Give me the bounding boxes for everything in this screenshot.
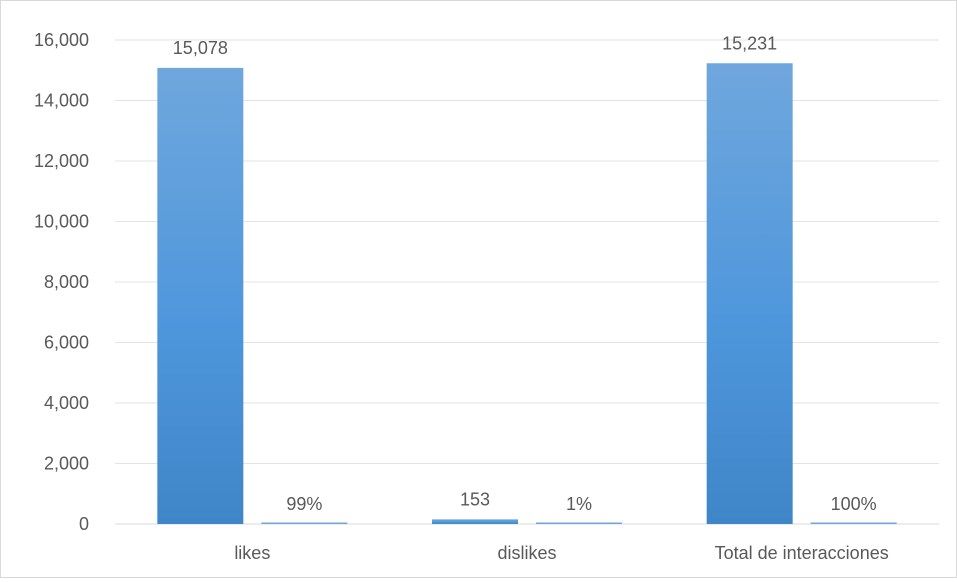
bar (157, 67, 244, 524)
x-tick-label: dislikes (497, 543, 556, 563)
bar (432, 519, 518, 524)
data-label: 1% (566, 494, 592, 514)
y-axis: 0 2,000 4,000 6,000 8,000 10,000 12,000 14,000 1… (34, 30, 89, 534)
bar (706, 63, 793, 525)
data-label: 99% (286, 494, 322, 514)
bar (261, 522, 348, 524)
y-tick-label: 14,000 (34, 91, 89, 111)
y-tick-label: 8,000 (44, 272, 89, 292)
x-tick-label: Total de interacciones (715, 543, 889, 563)
bar (810, 522, 897, 524)
data-label: 15,078 (173, 38, 228, 58)
bar (536, 522, 622, 524)
y-tick-label: 2,000 (44, 454, 89, 474)
data-label: 153 (460, 489, 490, 509)
bars: 15,078 99% 153 1% 15,231 100% (157, 33, 897, 525)
y-tick-label: 16,000 (34, 30, 89, 50)
y-tick-label: 0 (79, 514, 89, 534)
gridlines (115, 39, 939, 525)
y-tick-label: 4,000 (44, 393, 89, 413)
data-label: 15,231 (722, 33, 777, 53)
y-tick-label: 12,000 (34, 151, 89, 171)
y-tick-label: 10,000 (34, 212, 89, 232)
data-label: 100% (831, 494, 877, 514)
x-axis: likes dislikes Total de interacciones (234, 543, 888, 563)
x-tick-label: likes (234, 543, 270, 563)
y-tick-label: 6,000 (44, 333, 89, 353)
